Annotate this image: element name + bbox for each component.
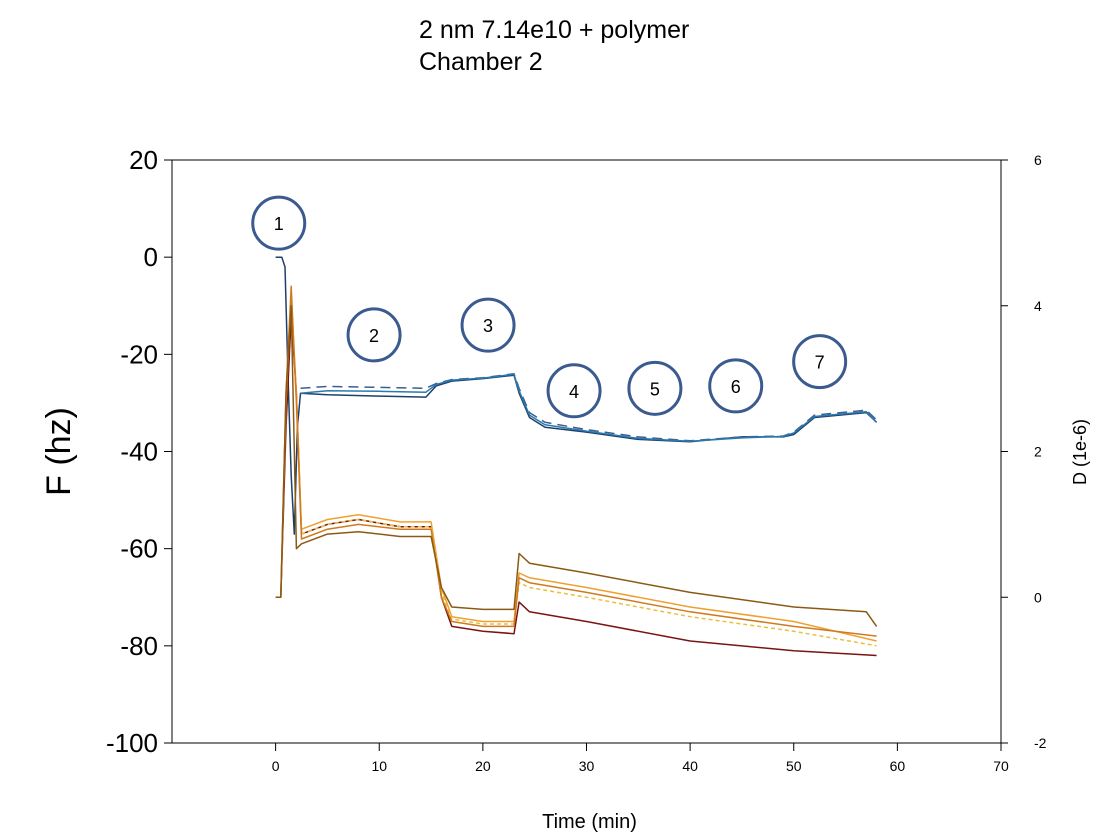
x-tick-label: 50 <box>786 758 802 774</box>
x-tick-label: 40 <box>682 758 698 774</box>
chart-title: 2 nm 7.14e10 + polymer Chamber 2 <box>419 14 689 78</box>
step-marker-label: 5 <box>650 379 660 399</box>
annotation-layer: 1 2 3 4 5 6 7 <box>251 195 848 419</box>
series-line-8 <box>275 305 878 627</box>
left-tick-label: -100 <box>106 728 158 758</box>
step-marker-label: 7 <box>815 353 825 373</box>
step-marker-label: 6 <box>731 377 741 397</box>
step-marker-label: 1 <box>274 214 284 234</box>
right-tick-label: 6 <box>1034 152 1042 168</box>
x-tick-label: 30 <box>579 758 595 774</box>
step-marker-circle <box>251 195 307 251</box>
step-marker-circle <box>627 360 683 416</box>
right-tick-label: 2 <box>1034 444 1042 460</box>
step-marker-5: 5 <box>627 360 683 416</box>
right-tick-label: 4 <box>1034 298 1042 314</box>
right-y-axis: 6 4 2 0 -2 <box>1001 152 1047 751</box>
left-tick-label: -80 <box>120 631 158 661</box>
left-tick-label: 0 <box>144 242 158 272</box>
step-marker-label: 3 <box>483 316 493 336</box>
step-marker-circle <box>346 307 402 363</box>
left-tick-label: -60 <box>120 534 158 564</box>
chart-title-line-2: Chamber 2 <box>419 48 543 76</box>
step-marker-3: 3 <box>460 297 516 353</box>
left-tick-label: -40 <box>120 437 158 467</box>
step-marker-1: 1 <box>251 195 307 251</box>
x-tick-label: 0 <box>272 758 280 774</box>
step-marker-label: 2 <box>369 326 379 346</box>
x-tick-label: 20 <box>475 758 491 774</box>
step-marker-7: 7 <box>792 334 848 390</box>
series-line-6 <box>301 518 877 647</box>
x-tick-label: 70 <box>993 758 1009 774</box>
left-tick-label: 20 <box>129 145 158 175</box>
chart-title-line-1: 2 nm 7.14e10 + polymer <box>419 16 690 44</box>
right-tick-label: -2 <box>1034 735 1047 751</box>
right-tick-label: 0 <box>1034 589 1042 605</box>
step-marker-circle <box>792 334 848 390</box>
step-marker-circle <box>708 358 764 414</box>
x-axis-title: Time (min) <box>542 811 637 833</box>
step-marker-label: 4 <box>569 382 579 402</box>
left-axis-title: F (hz) <box>40 407 78 496</box>
step-marker-6: 6 <box>708 358 764 414</box>
step-marker-4: 4 <box>546 363 602 419</box>
left-tick-label: -20 <box>120 339 158 369</box>
step-marker-circle <box>546 363 602 419</box>
step-marker-2: 2 <box>346 307 402 363</box>
x-axis: 0 10 20 30 40 50 60 70 <box>272 743 1009 774</box>
right-axis-title: D (1e-6) <box>1070 419 1090 485</box>
series-line-3 <box>300 373 878 443</box>
step-marker-circle <box>460 297 516 353</box>
x-tick-label: 60 <box>890 758 906 774</box>
x-tick-label: 10 <box>371 758 387 774</box>
left-y-axis: 20 0 -20 -40 -60 -80 -100 <box>106 145 172 758</box>
series-layer <box>275 256 878 657</box>
